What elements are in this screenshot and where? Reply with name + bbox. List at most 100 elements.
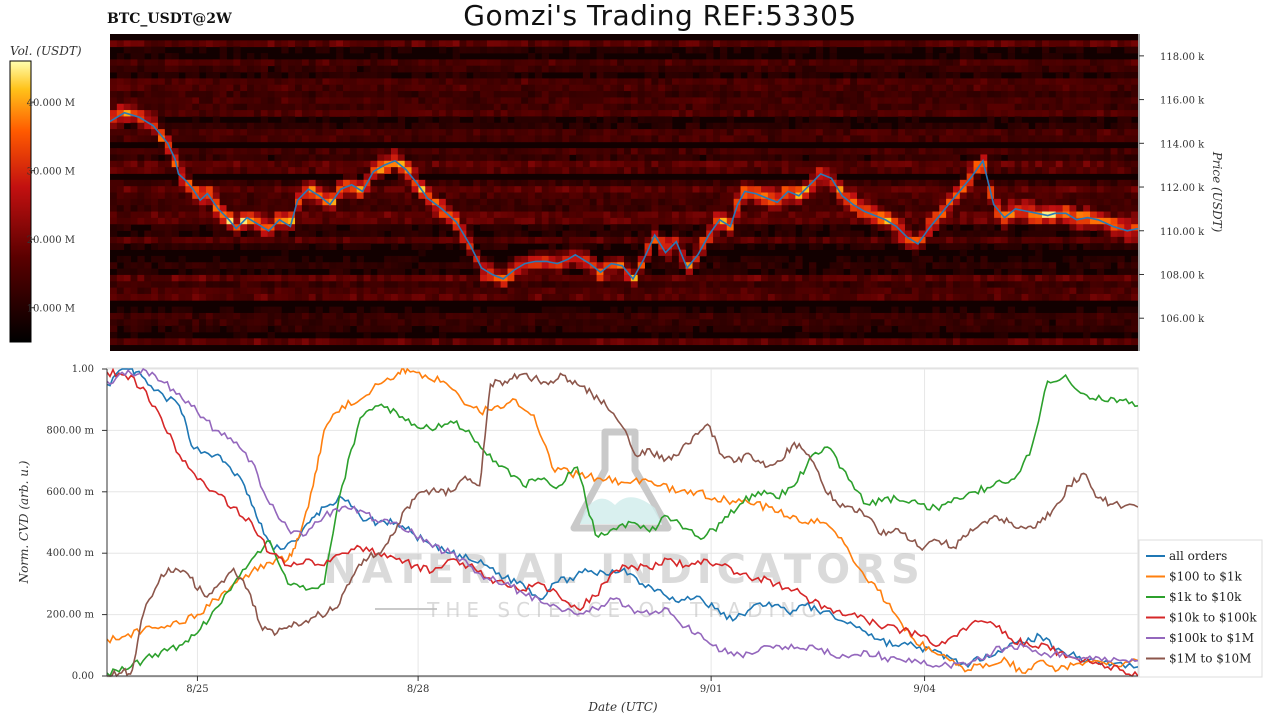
heatmap-cell	[610, 167, 618, 174]
heatmap-cell	[685, 84, 693, 92]
heatmap-cell	[343, 230, 351, 238]
heatmap-cell	[699, 192, 707, 200]
heatmap-cell	[699, 46, 707, 54]
heatmap-cell	[514, 319, 522, 327]
heatmap-cell	[630, 281, 639, 288]
heatmap-cell	[473, 72, 481, 79]
heatmap-cell	[795, 53, 803, 60]
heatmap-cell	[562, 160, 570, 168]
heatmap-cell	[658, 40, 666, 48]
heatmap-cell	[925, 274, 933, 282]
heatmap-cell	[665, 78, 673, 86]
heatmap-cell	[911, 217, 920, 225]
heatmap-cell	[315, 167, 323, 174]
heatmap-cell	[295, 224, 303, 231]
heatmap-cell	[630, 211, 639, 219]
heatmap-cell	[425, 148, 433, 155]
heatmap-cell	[192, 179, 200, 187]
heatmap-cell	[548, 46, 556, 54]
heatmap-cell	[534, 84, 543, 92]
heatmap-cell	[356, 230, 364, 238]
heatmap-cell	[500, 116, 508, 124]
heatmap-cell	[377, 167, 385, 174]
heatmap-cell	[815, 243, 824, 250]
heatmap-cell	[480, 65, 488, 73]
heatmap-cell	[747, 319, 755, 327]
heatmap-cell	[212, 205, 221, 212]
heatmap-cell	[870, 274, 878, 282]
heatmap-cell	[617, 110, 625, 117]
heatmap-cell	[377, 325, 385, 333]
heatmap-cell	[130, 110, 138, 117]
heatmap-cell	[719, 135, 728, 143]
heatmap-cell	[815, 287, 824, 295]
heatmap-cell	[500, 135, 508, 143]
heatmap-cell	[205, 65, 214, 73]
heatmap-cell	[514, 129, 522, 136]
heatmap-cell	[966, 230, 974, 238]
heatmap-cell	[624, 255, 632, 263]
heatmap-cell	[706, 217, 714, 225]
heatmap-cell	[651, 46, 659, 54]
heatmap-cell	[219, 78, 227, 86]
heatmap-cell	[678, 179, 687, 187]
heatmap-cell	[356, 59, 364, 67]
heatmap-cell	[918, 65, 926, 73]
heatmap-cell	[267, 230, 275, 238]
heatmap-cell	[240, 135, 248, 143]
heatmap-cell	[466, 325, 474, 333]
heatmap-cell	[973, 91, 981, 98]
heatmap-cell	[459, 135, 467, 143]
heatmap-cell	[116, 306, 125, 314]
heatmap-cell	[274, 135, 282, 143]
heatmap-cell	[157, 211, 166, 219]
heatmap-cell	[404, 65, 412, 73]
heatmap-cell	[425, 110, 433, 117]
heatmap-cell	[932, 148, 940, 155]
heatmap-cell	[356, 217, 364, 225]
heatmap-cell	[212, 84, 221, 92]
heatmap-cell	[829, 78, 837, 86]
heatmap-cell	[898, 97, 906, 105]
heatmap-cell	[870, 40, 878, 48]
heatmap-cell	[815, 122, 824, 130]
heatmap-cell	[466, 236, 474, 244]
heatmap-cell	[521, 167, 529, 174]
heatmap-cell	[555, 129, 563, 136]
heatmap-cell	[459, 167, 467, 174]
heatmap-cell	[576, 160, 584, 168]
heatmap-cell	[432, 160, 440, 168]
heatmap-cell	[212, 319, 221, 327]
heatmap-cell	[822, 268, 830, 276]
heatmap-cell	[370, 281, 378, 288]
heatmap-cell	[699, 179, 707, 187]
heatmap-cell	[781, 59, 789, 67]
heatmap-cell	[685, 160, 693, 168]
heatmap-cell	[555, 78, 563, 86]
heatmap-cell	[315, 97, 323, 105]
heatmap-cell	[343, 192, 351, 200]
heatmap-cell	[658, 160, 666, 168]
heatmap-cell	[671, 312, 680, 320]
heatmap-cell	[322, 192, 330, 200]
heatmap-cell	[692, 103, 700, 111]
heatmap-cell	[767, 338, 776, 346]
heatmap-cell	[384, 103, 392, 111]
heatmap-cell	[534, 262, 543, 269]
heatmap-cell	[219, 103, 227, 111]
heatmap-cell	[754, 122, 762, 130]
heatmap-cell	[939, 65, 947, 73]
heatmap-cell	[925, 179, 933, 187]
heatmap-cell	[157, 236, 166, 244]
heatmap-cell	[397, 325, 406, 333]
heatmap-cell	[459, 255, 467, 263]
heatmap-cell	[343, 167, 351, 174]
heatmap-cell	[781, 230, 789, 238]
heatmap-cell	[322, 287, 330, 295]
heatmap-cell	[219, 110, 227, 117]
heatmap-cell	[514, 217, 522, 225]
heatmap-cell	[541, 224, 550, 231]
heatmap-cell	[610, 179, 618, 187]
heatmap-cell	[500, 224, 508, 231]
heatmap-cell	[596, 53, 604, 60]
